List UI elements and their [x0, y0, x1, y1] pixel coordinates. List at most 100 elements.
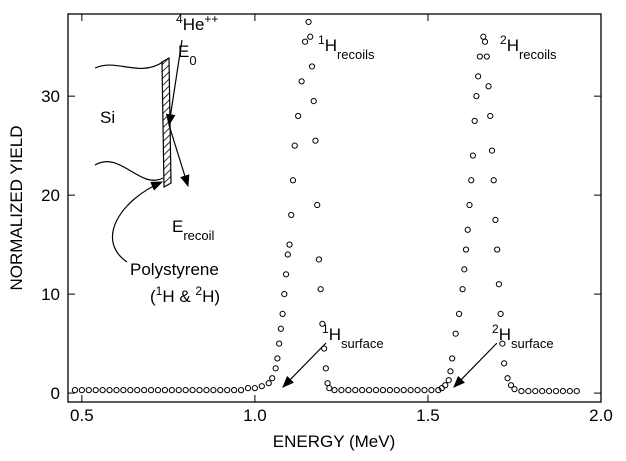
annotation-part: 1	[322, 322, 329, 336]
data-point	[480, 33, 487, 40]
data-point	[449, 355, 456, 362]
data-point	[295, 112, 302, 120]
data-point	[141, 387, 148, 394]
data-point	[393, 387, 400, 394]
data-point	[189, 387, 196, 394]
data-point	[545, 388, 553, 395]
data-point	[372, 387, 380, 394]
plot-frame	[67, 13, 602, 403]
data-point	[455, 310, 463, 318]
data-point	[168, 387, 175, 394]
data-point	[113, 387, 120, 394]
si-edge	[94, 61, 164, 70]
data-point	[488, 147, 496, 154]
annotation: Si	[100, 108, 115, 127]
data-point	[473, 93, 480, 100]
annotation-part: 1	[318, 33, 325, 47]
annotation-part: E	[178, 42, 189, 61]
data-point	[276, 340, 283, 347]
data-point	[85, 387, 92, 394]
data-point	[464, 226, 471, 233]
data-point	[414, 387, 421, 394]
data-point	[495, 281, 502, 288]
data-point	[447, 368, 454, 375]
data-point	[321, 345, 328, 352]
annotation-part: surface	[341, 336, 384, 351]
data-point	[532, 388, 539, 395]
annotation-part: 1	[156, 284, 163, 298]
data-point	[258, 383, 265, 390]
data-point	[494, 246, 501, 253]
annotation-part: H	[329, 325, 341, 344]
data-point	[314, 201, 321, 209]
annotation: 1Hsurface	[322, 322, 384, 351]
data-point	[175, 387, 182, 394]
data-point	[217, 387, 224, 394]
data-point	[134, 387, 141, 394]
data-point	[400, 387, 407, 394]
data-point	[511, 386, 518, 393]
data-point	[224, 387, 231, 394]
data-point	[326, 385, 333, 392]
data-point	[281, 291, 288, 298]
annotation: 1Hrecoils	[318, 33, 375, 62]
y-tick-label: 0	[51, 384, 60, 403]
data-point	[279, 310, 286, 318]
data-point	[386, 387, 393, 394]
annotation-part: (	[150, 287, 156, 306]
data-point	[182, 387, 189, 394]
data-point	[298, 78, 305, 85]
data-point	[301, 38, 309, 45]
data-point	[319, 320, 326, 327]
data-point	[442, 382, 449, 389]
data-point	[525, 388, 532, 395]
annotation-part: H	[507, 36, 519, 55]
data-point	[539, 388, 546, 395]
data-point	[466, 201, 473, 209]
pointer-arrow	[111, 181, 164, 263]
annotation-part: E	[172, 217, 183, 236]
annotation-part: recoils	[519, 47, 557, 62]
y-axis-label: NORMALIZED YIELD	[7, 125, 26, 290]
annotation-part: 0	[189, 53, 196, 68]
data-point	[305, 18, 312, 26]
data-point	[452, 330, 459, 337]
x-tick-label: 1.0	[243, 406, 267, 425]
data-point	[338, 387, 345, 394]
data-point	[99, 387, 106, 394]
data-point	[481, 38, 489, 45]
data-point	[71, 387, 79, 394]
data-point	[277, 325, 284, 332]
data-point	[468, 177, 475, 184]
data-point	[497, 310, 504, 318]
data-point	[210, 387, 217, 394]
data-point	[274, 355, 281, 362]
annotation-part: H)	[202, 287, 220, 306]
data-point	[366, 387, 373, 394]
x-axis-label: ENERGY (MeV)	[273, 432, 396, 451]
data-point	[487, 112, 494, 120]
data-point	[469, 152, 477, 159]
surface-arrow	[282, 342, 327, 388]
data-point	[244, 385, 252, 392]
data-point	[312, 137, 319, 144]
data-point	[317, 286, 324, 293]
data-point	[310, 98, 317, 105]
annotation: Erecoil	[172, 217, 215, 243]
data-point	[196, 387, 203, 394]
data-point	[203, 387, 210, 394]
data-point	[251, 385, 258, 392]
annotation-part: 2	[500, 33, 507, 47]
data-point	[286, 241, 293, 248]
data-point	[315, 256, 323, 263]
data-point	[324, 380, 331, 387]
data-point	[284, 251, 291, 258]
data-point	[518, 388, 525, 395]
data-point	[308, 63, 316, 70]
data-point	[331, 387, 338, 394]
data-point	[445, 377, 452, 384]
x-tick-label: 2.0	[589, 406, 613, 425]
annotation-part: Polystyrene	[130, 260, 219, 279]
annotation: Polystyrene	[130, 260, 219, 279]
